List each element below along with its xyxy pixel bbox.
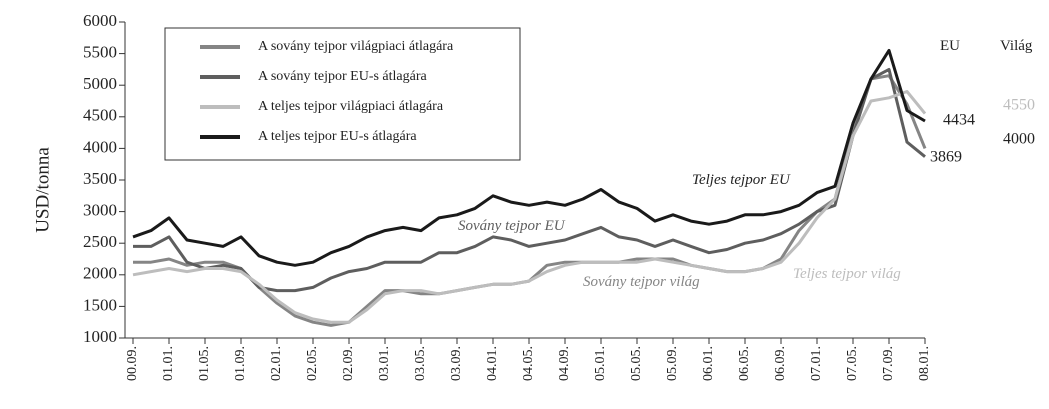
- x-tick-label: 06.01.: [701, 346, 716, 381]
- line-series: [132, 90, 927, 324]
- annotation: Sovány tejpor világ: [583, 274, 700, 290]
- y-tick-label: 5500: [83, 43, 117, 62]
- x-tick-label: 04.09.: [557, 346, 572, 381]
- annotation: Teljes tejpor világ: [793, 266, 901, 282]
- annotation: Sovány tejpor EU: [458, 218, 566, 234]
- end-value-label: 4434: [943, 112, 975, 129]
- x-tick-label: 05.09.: [665, 346, 680, 381]
- x-tick-label: 01.01.: [161, 346, 176, 381]
- x-tick-label: 05.01.: [593, 346, 608, 381]
- end-header: Világ: [1000, 38, 1033, 54]
- x-tick-label: 03.05.: [413, 346, 428, 381]
- y-tick-label: 4500: [83, 106, 117, 125]
- end-value-label: 4000: [1003, 131, 1035, 148]
- x-tick-label: 07.01.: [809, 346, 824, 381]
- annotation: Teljes tejpor EU: [692, 172, 791, 188]
- y-tick-label: 1500: [83, 295, 117, 314]
- legend-label: A sovány tejpor világpiaci átlagára: [258, 39, 454, 54]
- y-tick-label: 6000: [83, 11, 117, 30]
- x-tick-label: 07.09.: [881, 346, 896, 381]
- x-tick-label: 07.05.: [845, 346, 860, 381]
- x-tick-label: 02.05.: [305, 346, 320, 381]
- end-value-label: 3869: [930, 149, 962, 166]
- x-tick-label: 00.09.: [125, 346, 140, 381]
- y-tick-label: 5000: [83, 74, 117, 93]
- y-tick-label: 4000: [83, 137, 117, 156]
- x-tick-label: 02.09.: [341, 346, 356, 381]
- y-axis-label: USD/tonna: [32, 147, 53, 233]
- x-tick-label: 04.05.: [521, 346, 536, 381]
- x-tick-label: 03.09.: [449, 346, 464, 381]
- x-tick-label: 06.05.: [737, 346, 752, 381]
- y-tick-label: 2000: [83, 264, 117, 283]
- x-tick-label: 05.05.: [629, 346, 644, 381]
- y-tick-label: 2500: [83, 232, 117, 251]
- end-header: EU: [940, 38, 960, 54]
- legend-label: A teljes tejpor világpiaci átlagára: [258, 99, 444, 114]
- x-tick-label: 01.09.: [233, 346, 248, 381]
- x-tick-label: 01.05.: [197, 346, 212, 381]
- end-value-label: 4550: [1003, 97, 1035, 114]
- legend-label: A sovány tejpor EU-s átlagára: [258, 69, 428, 84]
- x-tick-label: 04.01.: [485, 346, 500, 381]
- y-tick-label: 3500: [83, 169, 117, 188]
- legend-label: A teljes tejpor EU-s átlagára: [258, 129, 417, 144]
- x-tick-label: 08.01.: [917, 346, 932, 381]
- y-tick-label: 3000: [83, 201, 117, 220]
- x-tick-label: 03.01.: [377, 346, 392, 381]
- x-tick-label: 02.01.: [269, 346, 284, 381]
- y-tick-label: 1000: [83, 327, 117, 346]
- line-series: [132, 48, 926, 267]
- x-tick-label: 06.09.: [773, 346, 788, 381]
